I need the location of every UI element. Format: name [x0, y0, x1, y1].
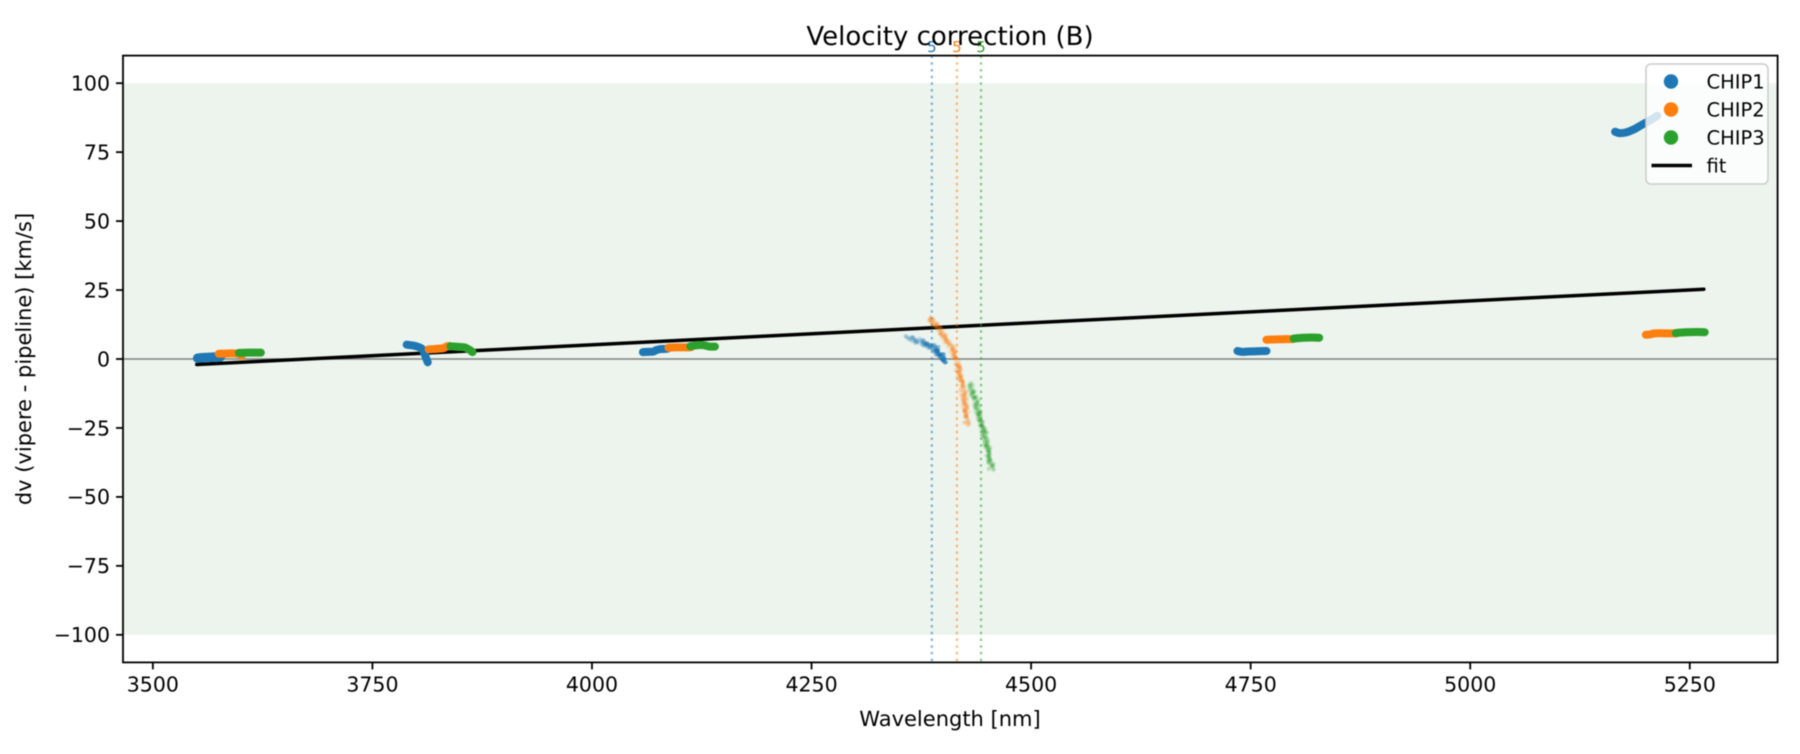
chart-title: Velocity correction (B) — [806, 22, 1093, 52]
x-tick-label: 4000 — [566, 672, 618, 696]
y-axis-label: dv (vipere - pipeline) [km/s] — [12, 213, 36, 505]
x-tick-label: 3750 — [346, 672, 398, 696]
scatter-dot — [967, 422, 971, 426]
scatter-dot — [965, 416, 969, 420]
series-CHIP3-segment — [690, 345, 715, 347]
y-tick-label: −75 — [67, 554, 110, 578]
legend-label-CHIP1: CHIP1 — [1707, 71, 1765, 94]
x-axis-label: Wavelength [nm] — [859, 707, 1040, 731]
y-tick-label: 100 — [71, 71, 110, 95]
scatter-dot — [962, 384, 966, 388]
y-tick-label: 0 — [97, 347, 110, 371]
scatter-dot — [987, 466, 991, 470]
scatter-dot — [992, 468, 996, 472]
scatter-dot — [934, 324, 938, 328]
legend-marker-CHIP3 — [1664, 130, 1678, 144]
x-tick-label: 3500 — [127, 672, 179, 696]
x-tick-label: 5250 — [1664, 672, 1716, 696]
legend-label-fit: fit — [1707, 155, 1727, 178]
x-tick-label: 5000 — [1444, 672, 1496, 696]
legend-label-CHIP3: CHIP3 — [1707, 127, 1765, 150]
scatter-dot — [955, 364, 959, 368]
series-CHIP2-segment — [429, 346, 450, 349]
legend: CHIP1 CHIP2 CHIP3 fit — [1646, 64, 1768, 184]
x-tick-label: 4750 — [1225, 672, 1277, 696]
y-tick-label: 75 — [84, 140, 110, 164]
y-tick-label: −100 — [54, 623, 110, 647]
series-CHIP3-segment — [1294, 337, 1319, 338]
x-tick-label: 4250 — [785, 672, 837, 696]
series-CHIP3-segment — [1676, 332, 1705, 333]
legend-label-CHIP2: CHIP2 — [1707, 99, 1765, 122]
y-tick-label: 25 — [84, 278, 110, 302]
x-tick-label: 4500 — [1005, 672, 1057, 696]
series-CHIP1-segment — [1237, 351, 1266, 352]
y-tick-label: −50 — [67, 485, 110, 509]
y-tick-label: 50 — [84, 209, 110, 233]
legend-marker-CHIP2 — [1664, 102, 1678, 116]
series-CHIP2-segment — [1266, 339, 1292, 340]
scatter-dot — [942, 357, 946, 361]
legend-marker-CHIP1 — [1664, 74, 1678, 88]
series-CHIP1-segment — [643, 349, 668, 352]
y-tick-label: −25 — [67, 416, 110, 440]
